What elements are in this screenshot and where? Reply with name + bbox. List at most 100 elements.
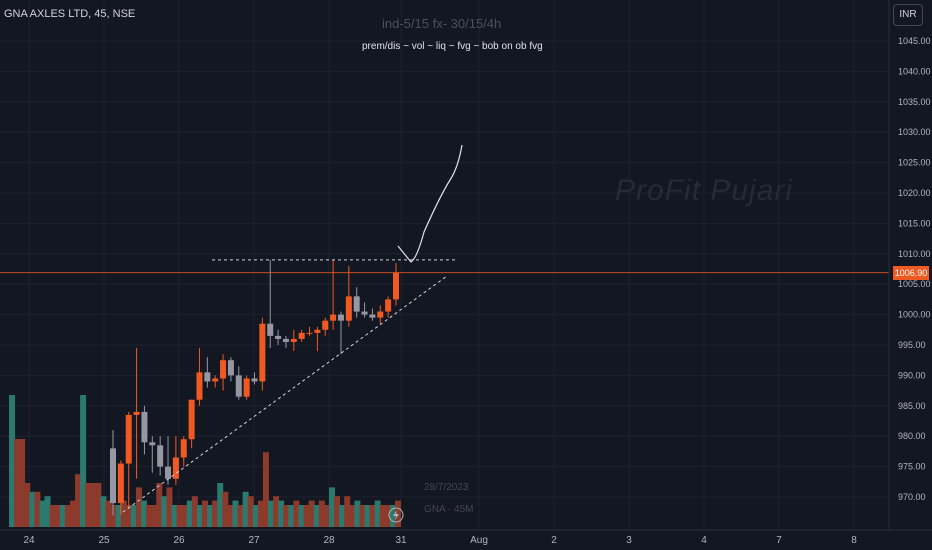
volume-bar: [237, 505, 244, 527]
candle-body: [117, 463, 124, 504]
y-tick-label: 1005.00: [898, 279, 931, 289]
candle-body: [337, 314, 344, 321]
candle-body: [314, 329, 321, 333]
volume-bar: [242, 491, 249, 527]
price-axis[interactable]: 1045.00 1040.00 1035.00 1030.00 1025.00 1020.…: [888, 0, 931, 530]
volume-bar: [207, 505, 214, 527]
volume-bar: [318, 500, 325, 527]
volume-bar: [344, 496, 351, 527]
candle-body: [227, 360, 234, 376]
volume-bar: [369, 505, 376, 527]
y-tick-label: 1040.00: [898, 66, 931, 76]
volume-bar: [217, 483, 224, 527]
volume-bar: [283, 505, 290, 527]
volume-bar: [181, 505, 188, 527]
volume-bar: [105, 500, 112, 527]
volume-bar: [196, 505, 203, 527]
candle-body: [275, 335, 282, 339]
volume-bar: [395, 500, 401, 527]
currency-button[interactable]: INR: [893, 4, 923, 26]
candle-body: [141, 411, 148, 443]
y-tick-label: 990.00: [898, 370, 926, 380]
volume-bar: [146, 505, 153, 527]
x-tick-label: 7: [776, 535, 782, 546]
volume-bar: [334, 496, 341, 527]
volume-bar: [323, 505, 330, 527]
candle-body: [393, 272, 399, 300]
volume-bar: [359, 505, 366, 527]
volume-bar: [298, 505, 305, 527]
volume-bar: [278, 500, 285, 527]
candle-body: [133, 411, 140, 415]
volume-bar: [120, 500, 127, 527]
candle-body: [267, 323, 274, 336]
y-tick-label: 1000.00: [898, 310, 931, 320]
volume-bar: [186, 500, 193, 527]
volume-bar: [303, 505, 310, 527]
volume-bar: [379, 505, 386, 527]
candle-series: [110, 259, 399, 516]
time-axis[interactable]: 24 25 26 27 28 31 Aug 2 3 4 7 8: [0, 529, 932, 546]
volume-bar: [288, 505, 295, 527]
candle-body: [330, 314, 337, 321]
candle-body: [251, 378, 258, 382]
candle-body: [369, 314, 376, 318]
volume-bar: [69, 500, 76, 527]
volume-bar: [389, 505, 396, 527]
x-tick-label: Aug: [470, 535, 488, 546]
candle-body: [353, 296, 360, 312]
volume-bar: [232, 500, 239, 527]
chart-grid: [0, 0, 888, 530]
volume-bar: [176, 505, 183, 527]
candle-body: [212, 378, 219, 382]
volume-bar: [64, 505, 71, 527]
volume-bar: [384, 505, 391, 527]
candle-body: [259, 323, 266, 382]
candle-body: [172, 457, 179, 479]
y-tick-label: 1030.00: [898, 127, 931, 137]
candle-body: [110, 448, 116, 504]
candle-body: [188, 399, 195, 440]
volume-bar: [95, 483, 102, 527]
volume-bar: [349, 505, 356, 527]
candle-body: [180, 439, 187, 458]
watermark: ProFit Pujari: [615, 174, 794, 207]
candle-body: [385, 299, 392, 312]
y-tick-label: 1010.00: [898, 249, 931, 259]
candle-body: [235, 375, 242, 397]
volume-bar: [75, 474, 82, 527]
volume-bar: [252, 505, 259, 527]
volume-bar: [202, 500, 208, 527]
candle-body: [290, 338, 297, 342]
drawings: [0, 144, 889, 523]
candle-body: [298, 332, 305, 339]
candle-body: [149, 442, 156, 446]
volume-bar: [313, 505, 320, 527]
volume-bar: [222, 491, 229, 527]
volume-bar: [135, 487, 142, 527]
x-tick-label: 4: [701, 535, 707, 546]
y-tick-label: 980.00: [898, 431, 926, 441]
x-tick-label: 28: [323, 535, 335, 546]
candle-body: [345, 296, 352, 321]
snapshot-symbol: GNA · 45M: [424, 504, 474, 515]
volume-bar: [273, 496, 280, 527]
candle-body: [220, 360, 227, 379]
volume-bar: [191, 496, 198, 527]
volume-bar: [125, 505, 132, 527]
volume-bar: [34, 491, 41, 527]
y-tick-label: 1015.00: [898, 218, 931, 228]
volume-bar: [14, 439, 21, 527]
candle-body: [204, 372, 211, 382]
indicator-title[interactable]: ind-5/15 fx- 30/15/4h: [382, 16, 502, 31]
projection-arrow: [397, 144, 463, 263]
y-tick-label: 970.00: [898, 492, 926, 502]
volume-bar: [100, 496, 107, 527]
x-tick-label: 26: [173, 535, 185, 546]
volume-bar: [44, 496, 51, 527]
volume-bar: [268, 500, 275, 527]
volume-bar: [90, 483, 97, 527]
volume-bar: [308, 500, 315, 527]
volume-bar: [85, 483, 92, 527]
